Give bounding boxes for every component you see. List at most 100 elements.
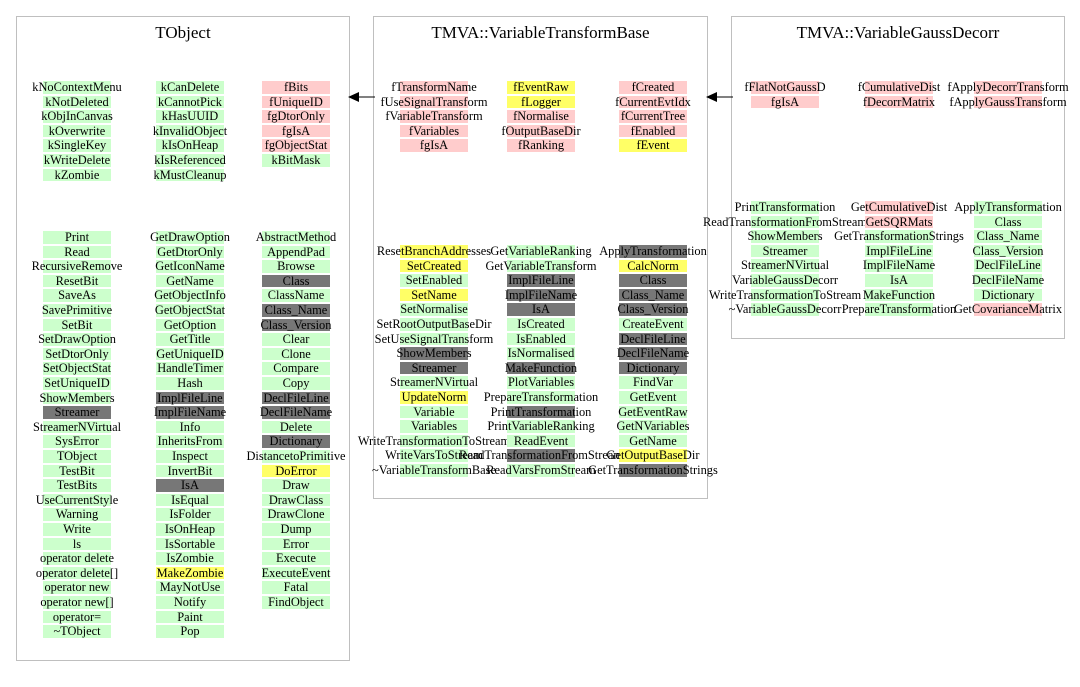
class-member: operator delete[] xyxy=(0,566,277,581)
class-member: InheritsFrom xyxy=(0,434,390,449)
member-label: Class xyxy=(639,273,667,288)
member-highlight xyxy=(156,406,224,419)
member-label: MakeFunction xyxy=(504,360,578,375)
member-highlight xyxy=(43,406,111,419)
class-member: kIsOnHeap xyxy=(0,138,390,153)
member-label: GetUniqueID xyxy=(156,346,224,361)
class-member: kSingleKey xyxy=(0,138,277,153)
member-label: StreamerNVirtual xyxy=(389,375,479,390)
class-member: Class_Name xyxy=(453,288,853,303)
class-member: Delete xyxy=(96,420,496,435)
member-label: TObject xyxy=(56,449,98,463)
member-highlight xyxy=(262,420,330,434)
member-highlight xyxy=(262,391,330,405)
class-member: SetUniqueID xyxy=(0,376,277,391)
member-label: kIsOnHeap xyxy=(161,138,219,153)
class-member: Error xyxy=(96,537,496,552)
member-highlight xyxy=(619,139,687,152)
member-highlight xyxy=(156,347,224,361)
class-member: AppendPad xyxy=(96,245,496,260)
member-highlight xyxy=(507,110,575,123)
member-highlight xyxy=(400,274,468,287)
class-member: GetName xyxy=(453,434,853,449)
class-member: Clone xyxy=(96,347,496,362)
member-highlight xyxy=(262,406,330,419)
member-label: AppendPad xyxy=(267,244,325,259)
class-member: fgDtorOnly xyxy=(96,109,496,124)
member-label: Execute xyxy=(276,551,316,566)
member-label: Pop xyxy=(180,624,200,639)
member-label: TestBit xyxy=(59,463,95,478)
class-member: fLogger xyxy=(341,95,741,110)
class-member: IsZombie xyxy=(0,551,390,566)
member-highlight xyxy=(156,479,224,492)
member-label: fVariables xyxy=(408,123,460,138)
member-highlight xyxy=(400,332,468,346)
member-highlight xyxy=(400,95,468,109)
class-member: GetEvent xyxy=(453,390,853,405)
member-label: DrawClass xyxy=(268,492,324,507)
class-member: ShowMembers xyxy=(234,346,634,361)
member-highlight xyxy=(619,318,687,331)
member-highlight xyxy=(262,508,330,521)
class-member: fgIsA xyxy=(96,124,496,139)
member-highlight xyxy=(156,274,224,288)
class-member: ls xyxy=(0,537,277,552)
member-highlight xyxy=(507,318,575,331)
member-label: PrepareTransformation xyxy=(483,390,599,404)
class-member: Streamer xyxy=(0,405,277,420)
class-member: DeclFileName xyxy=(808,273,1080,288)
member-label: ApplyTransformation xyxy=(599,244,707,258)
member-label: fApplyDecorrTransform xyxy=(947,80,1069,94)
member-highlight xyxy=(156,245,224,259)
class-member: ApplyTransformation xyxy=(453,244,853,259)
member-label: Inspect xyxy=(172,449,208,463)
class-member: DeclFileLine xyxy=(453,332,853,347)
class-member: Dictionary xyxy=(96,434,496,449)
member-highlight xyxy=(400,303,468,316)
member-highlight xyxy=(156,110,224,123)
member-highlight xyxy=(262,318,330,332)
member-highlight xyxy=(262,479,330,492)
member-highlight xyxy=(43,537,111,551)
member-highlight xyxy=(43,168,111,182)
member-highlight xyxy=(619,332,687,346)
member-label: GetVariableRanking xyxy=(490,244,592,258)
class-member: SavePrimitive xyxy=(0,303,277,318)
member-highlight xyxy=(156,154,224,167)
member-label: GetVariableTransform xyxy=(485,258,597,273)
member-highlight xyxy=(262,377,330,390)
member-label: DeclFileName xyxy=(971,273,1045,287)
member-label: CalcNorm xyxy=(627,258,679,273)
member-label: Clone xyxy=(281,346,311,361)
member-label: fUniqueID xyxy=(269,94,323,109)
class-member: StreamerNVirtual xyxy=(234,375,634,390)
member-highlight xyxy=(262,95,330,109)
member-label: GetOutputBaseDir xyxy=(606,448,700,463)
member-highlight xyxy=(262,124,330,138)
class-member: Dictionary xyxy=(453,361,853,376)
class-member: MakeZombie xyxy=(0,566,390,581)
member-highlight xyxy=(156,362,224,375)
member-label: fCurrentTree xyxy=(620,109,686,124)
class-member: fApplyGaussTransform xyxy=(808,95,1080,110)
member-highlight xyxy=(400,124,468,138)
member-highlight xyxy=(400,245,468,258)
class-member: kWriteDelete xyxy=(0,153,277,168)
class-member: kInvalidObject xyxy=(0,124,390,139)
member-highlight xyxy=(400,420,468,433)
class-member: fRanking xyxy=(341,138,741,153)
member-highlight xyxy=(262,231,330,244)
member-label: ReadTransformationFromStream xyxy=(458,448,624,463)
class-member: ReadVarsFromStream xyxy=(341,463,741,478)
class-member: GetName xyxy=(0,274,390,289)
member-label: fgObjectStat xyxy=(264,138,328,153)
member-highlight xyxy=(43,377,111,390)
class-member: StreamerNVirtual xyxy=(0,420,277,435)
class-member: SetBit xyxy=(0,318,277,333)
member-label: InvertBit xyxy=(167,463,213,478)
class-member: RecursiveRemove xyxy=(0,259,277,274)
member-label: ImplFileLine xyxy=(157,390,223,405)
member-label: Class_Name xyxy=(264,303,328,317)
member-label: Info xyxy=(179,419,201,434)
